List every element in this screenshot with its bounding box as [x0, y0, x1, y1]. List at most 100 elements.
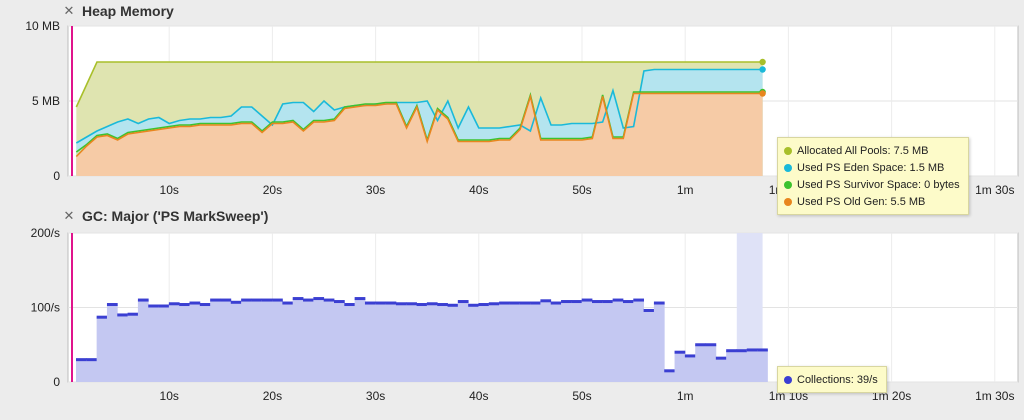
- bar-cap: [447, 303, 459, 307]
- bar: [334, 301, 345, 382]
- legend-color-dot: [784, 375, 792, 384]
- bar: [726, 350, 737, 382]
- bar: [179, 304, 190, 382]
- x-tick-label: 30s: [366, 183, 385, 197]
- bar-cap: [251, 298, 263, 302]
- bar-cap: [292, 297, 304, 301]
- bar: [375, 303, 386, 382]
- bar-cap: [230, 300, 242, 304]
- bar: [261, 300, 273, 382]
- bar: [344, 304, 356, 382]
- bar-cap: [674, 350, 686, 354]
- bar: [76, 359, 87, 382]
- gc-panel-title: GC: Major ('PS MarkSweep'): [82, 208, 269, 224]
- legend-item: Used PS Eden Space: 1.5 MB: [784, 159, 960, 176]
- x-tick-label: 1m 30s: [975, 183, 1014, 197]
- bar-cap: [509, 301, 521, 305]
- legend-label: Allocated All Pools: 7.5 MB: [797, 144, 929, 157]
- bar-cap: [561, 300, 572, 304]
- bar: [715, 358, 727, 382]
- bar-cap: [488, 302, 500, 306]
- line-used-ps-eden-space: [75, 68, 763, 144]
- bar: [653, 303, 665, 382]
- bar-cap: [96, 315, 108, 319]
- bar-cap: [282, 301, 294, 305]
- bar-cap: [757, 348, 768, 352]
- bar: [602, 301, 614, 382]
- close-x-icon[interactable]: ✕: [63, 3, 75, 18]
- bar: [581, 300, 593, 382]
- bar: [643, 310, 655, 382]
- bar: [633, 300, 644, 382]
- bar-cap: [426, 302, 438, 306]
- y-tick-label: 5 MB: [32, 94, 60, 108]
- legend-label: Used PS Eden Space: 1.5 MB: [797, 161, 945, 174]
- bar: [158, 306, 170, 382]
- bar-cap: [220, 298, 232, 302]
- legend-label: Collections: 39/s: [797, 373, 878, 386]
- end-point: [759, 58, 766, 66]
- bar-cap: [106, 303, 118, 307]
- bar: [509, 303, 521, 382]
- bar: [292, 298, 304, 382]
- bar: [148, 306, 159, 382]
- y-tick-label: 200/s: [31, 226, 60, 240]
- bar: [251, 300, 263, 382]
- legend-color-dot: [784, 197, 792, 206]
- bar-cap: [313, 297, 325, 301]
- bar: [416, 304, 428, 382]
- legend-color-dot: [784, 146, 792, 155]
- bar: [241, 300, 252, 382]
- bar-cap: [179, 303, 190, 307]
- bar: [137, 300, 149, 382]
- bar: [106, 304, 118, 382]
- bar: [117, 314, 128, 382]
- gc-panel-header: ✕ GC: Major ('PS MarkSweep'): [0, 206, 1024, 226]
- bar: [746, 349, 758, 382]
- bar-cap: [602, 300, 614, 304]
- x-tick-label: 1m 30s: [975, 389, 1014, 403]
- bar-cap: [540, 299, 552, 303]
- gc-legend: Collections: 39/s: [777, 366, 887, 393]
- end-point: [759, 90, 766, 97]
- bar: [622, 301, 634, 382]
- x-tick-label: 50s: [572, 183, 591, 197]
- bar-cap: [581, 298, 593, 302]
- bar-cap: [241, 298, 252, 302]
- close-x-icon[interactable]: ✕: [63, 208, 75, 223]
- bar: [499, 303, 510, 382]
- y-tick-label: 0: [53, 375, 60, 389]
- bar-cap: [530, 301, 541, 305]
- bar-cap: [303, 298, 314, 302]
- bar-cap: [653, 301, 665, 305]
- bar-cap: [715, 356, 727, 360]
- bar-cap: [117, 313, 128, 317]
- bar: [705, 344, 717, 382]
- bar-cap: [76, 358, 87, 362]
- legend-color-dot: [784, 163, 792, 172]
- bar-cap: [189, 301, 201, 305]
- x-tick-label: 10s: [160, 389, 179, 403]
- bar: [478, 304, 490, 382]
- x-tick-label: 50s: [572, 389, 591, 403]
- bar-cap: [612, 298, 624, 302]
- bar: [189, 303, 201, 382]
- bar-cap: [519, 301, 531, 305]
- bar: [674, 352, 686, 382]
- legend-color-dot: [784, 180, 792, 189]
- x-tick-label: 40s: [469, 389, 488, 403]
- bar: [664, 370, 675, 382]
- bar: [757, 349, 768, 382]
- legend-label: Used PS Survivor Space: 0 bytes: [797, 178, 960, 191]
- bar-cap: [261, 298, 273, 302]
- bar: [571, 301, 583, 382]
- bar-cap: [86, 358, 98, 362]
- bar: [220, 300, 232, 382]
- bar-cap: [437, 303, 448, 307]
- bar-cap: [664, 369, 675, 373]
- bar-cap: [468, 303, 479, 307]
- x-tick-label: 30s: [366, 389, 385, 403]
- bar: [447, 305, 459, 382]
- bar-cap: [395, 302, 407, 306]
